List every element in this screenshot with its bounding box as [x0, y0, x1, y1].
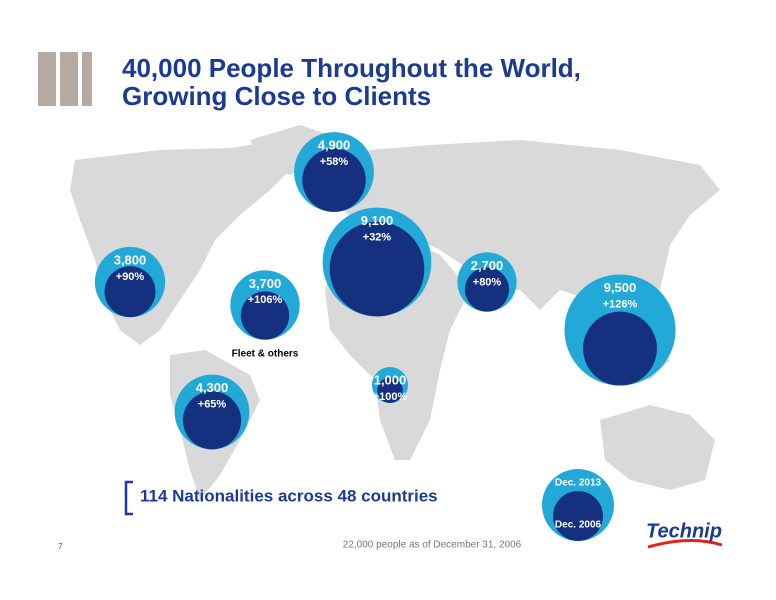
value-label: 3,700 — [249, 276, 282, 291]
title-line: Growing Close to Clients — [122, 81, 431, 111]
growth-label: +100% — [373, 391, 408, 403]
bubble-2006 — [302, 148, 366, 212]
value-label: 4,900 — [318, 138, 351, 153]
legend-label: Dec. 2006 — [555, 520, 602, 531]
bubble-2006 — [464, 267, 510, 312]
legend-label: Dec. 2013 — [555, 478, 602, 489]
growth-label: +126% — [603, 298, 638, 310]
page-number: 7 — [58, 542, 63, 551]
legend-2006 — [553, 491, 603, 541]
bubble-2006 — [240, 291, 290, 340]
footnote: 22,000 people as of December 31, 2006 — [343, 540, 522, 551]
value-label: 2,700 — [471, 258, 504, 273]
callout-bracket — [124, 480, 133, 516]
logo: Technip — [646, 520, 722, 542]
value-label: 1,000 — [374, 372, 407, 387]
value-label: 3,800 — [114, 252, 147, 267]
value-label: 4,300 — [196, 380, 229, 395]
bubble-2006 — [377, 377, 403, 404]
bubble-2006 — [104, 266, 156, 318]
title-icon — [38, 52, 92, 106]
value-label: 9,500 — [604, 280, 637, 295]
logo-swoosh — [647, 538, 723, 549]
title-line: 40,000 People Throughout the World, — [122, 53, 581, 83]
bubble-2006 — [182, 391, 242, 450]
category-label: Fleet & others — [232, 348, 299, 359]
callout: 114 Nationalities across 48 countries — [140, 486, 438, 505]
growth-label: +58% — [320, 156, 349, 168]
bubble-2006 — [329, 221, 425, 317]
bubble-2006 — [583, 311, 657, 386]
growth-label: +90% — [116, 271, 145, 283]
growth-label: +65% — [198, 399, 227, 411]
growth-label: +80% — [473, 276, 502, 288]
growth-label: +32% — [363, 232, 392, 244]
growth-label: +106% — [248, 294, 283, 306]
value-label: 9,100 — [361, 213, 394, 228]
